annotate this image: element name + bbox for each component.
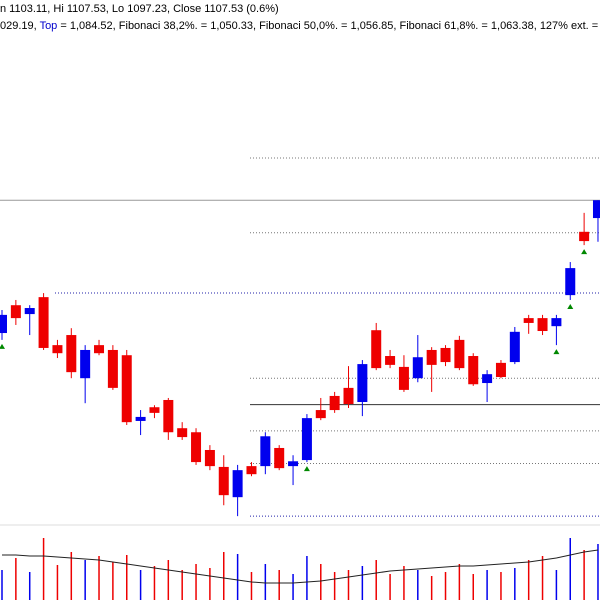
header-text: 029.19,: [0, 20, 40, 32]
signal-marker: [0, 343, 5, 349]
candle-body: [454, 339, 465, 369]
candle-body: [523, 318, 534, 323]
candle-body: [191, 432, 202, 463]
header-text: Top: [40, 20, 58, 32]
volume-average: [2, 549, 599, 584]
candle-body: [385, 356, 396, 365]
candle-body: [565, 268, 576, 296]
candle-body: [468, 356, 479, 385]
candle-body: [315, 410, 326, 419]
header-line: 029.19, Top = 1,084.52, Fibonaci 38,2%. …: [0, 20, 600, 32]
candle-body: [66, 335, 77, 373]
candle-body: [412, 357, 423, 379]
candle-body: [52, 345, 63, 354]
candle-body: [163, 399, 174, 433]
candle-body: [592, 200, 600, 219]
candle-body: [177, 428, 188, 438]
signal-marker: [567, 303, 574, 309]
candle-body: [204, 449, 215, 467]
candle-body: [107, 349, 118, 388]
candle-body: [0, 314, 7, 334]
candle-body: [218, 466, 229, 496]
header-line: n 1103.11, Hi 1107.53, Lo 1097.23, Close…: [0, 3, 279, 15]
signal-marker: [581, 249, 588, 255]
candle-body: [329, 395, 340, 411]
candle-body: [440, 347, 451, 363]
candle-body: [24, 308, 35, 315]
candle-body: [121, 355, 132, 423]
candle-body: [509, 331, 520, 363]
candle-body: [94, 345, 105, 354]
candle-body: [495, 362, 506, 377]
candle-body: [301, 418, 312, 461]
candle-body: [482, 374, 493, 384]
candle-body: [246, 466, 257, 475]
candle-body: [537, 318, 548, 332]
signal-marker: [303, 466, 310, 472]
candle-body: [274, 447, 285, 469]
candle-body: [398, 366, 409, 390]
candle-body: [343, 387, 354, 405]
candle-body: [357, 364, 368, 402]
header-text: = 1,084.52, Fibonaci 38,2%. = 1,050.33, …: [57, 20, 600, 32]
candle-body: [288, 461, 299, 467]
candle-body: [232, 470, 243, 498]
candle-body: [80, 349, 91, 379]
signal-marker: [553, 349, 560, 355]
candle-body: [551, 318, 562, 327]
candle-body: [149, 407, 160, 413]
candle-body: [260, 436, 271, 467]
candle-body: [135, 416, 146, 421]
candle-body: [579, 231, 590, 242]
candle-body: [38, 297, 49, 348]
candle-body: [10, 305, 21, 319]
candle-body: [426, 349, 437, 365]
header-text: n 1103.11, Hi 1107.53, Lo 1097.23, Close…: [0, 3, 279, 15]
candle-body: [371, 330, 382, 369]
